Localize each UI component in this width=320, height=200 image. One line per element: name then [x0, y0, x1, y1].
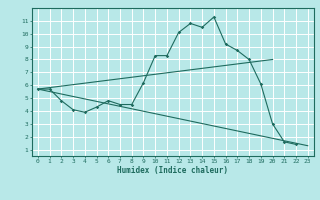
X-axis label: Humidex (Indice chaleur): Humidex (Indice chaleur) — [117, 166, 228, 175]
